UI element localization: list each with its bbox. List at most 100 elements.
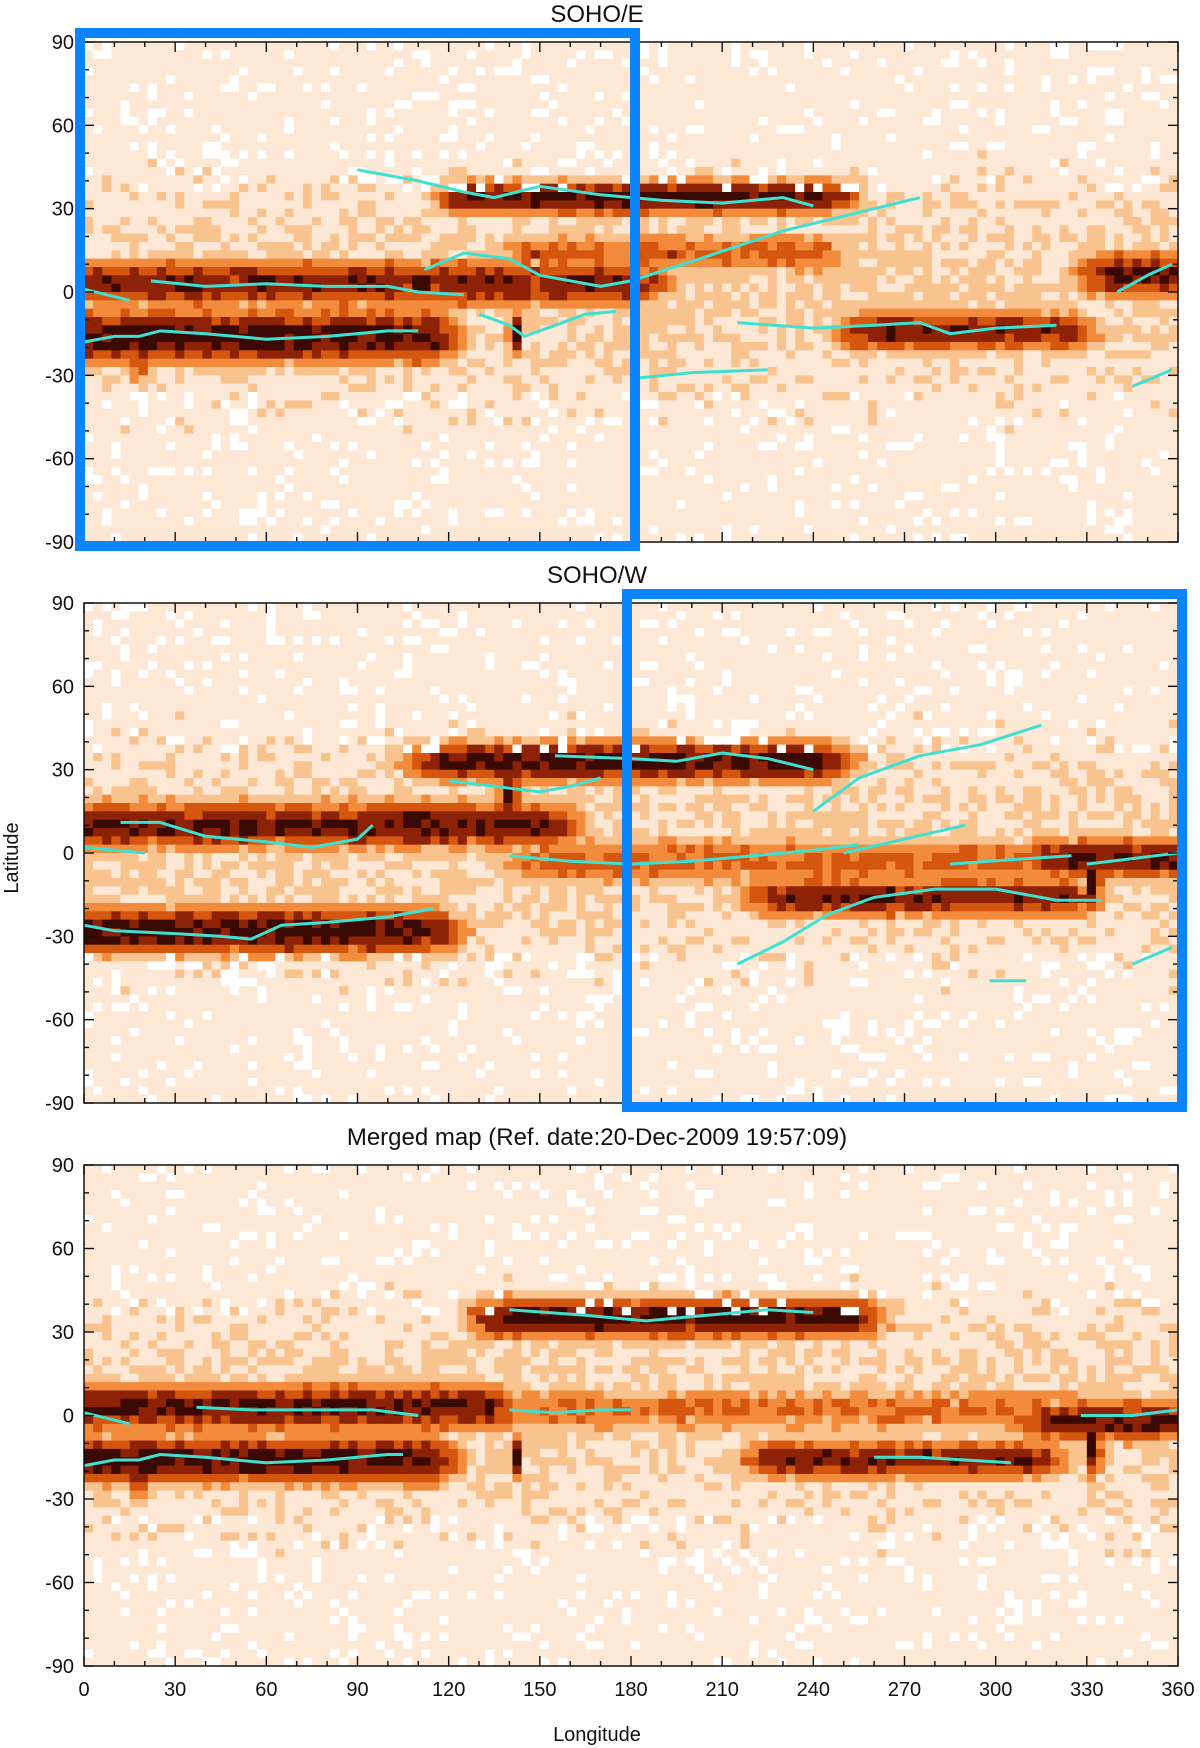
heatmap-cell xyxy=(977,100,987,109)
heatmap-cell xyxy=(585,150,595,159)
heatmap-cell xyxy=(1014,142,1024,151)
heatmap-cell xyxy=(175,375,185,384)
heatmap-cell xyxy=(850,200,860,209)
heatmap-cell xyxy=(868,134,878,143)
heatmap-cell xyxy=(348,67,358,76)
heatmap-cell xyxy=(1059,225,1069,234)
heatmap-cell xyxy=(549,334,559,343)
heatmap-cell xyxy=(895,334,905,343)
heatmap-cell xyxy=(950,350,960,359)
heatmap-cell xyxy=(212,175,222,184)
heatmap-cell xyxy=(1032,267,1042,276)
heatmap-cell xyxy=(303,42,313,51)
heatmap-cell xyxy=(968,209,978,218)
heatmap-cell xyxy=(120,192,130,201)
heatmap-cell xyxy=(139,159,149,168)
heatmap-cell xyxy=(604,367,614,376)
heatmap-cell xyxy=(458,367,468,376)
heatmap-cell xyxy=(476,259,486,268)
heatmap-cell xyxy=(759,59,769,68)
heatmap-cell xyxy=(503,200,513,209)
heatmap-cell xyxy=(1069,117,1079,126)
heatmap-cell xyxy=(1114,209,1124,218)
heatmap-cell xyxy=(941,225,951,234)
heatmap-cell xyxy=(667,234,677,243)
heatmap-cell xyxy=(977,342,987,351)
heatmap-cell xyxy=(759,50,769,59)
heatmap-cell xyxy=(1123,225,1133,234)
heatmap-cell xyxy=(768,250,778,259)
heatmap-cell xyxy=(1096,117,1106,126)
heatmap-cell xyxy=(1114,192,1124,201)
heatmap-cell xyxy=(1023,75,1033,84)
heatmap-cell xyxy=(786,50,796,59)
heatmap-cell xyxy=(923,125,933,134)
heatmap-cell xyxy=(977,125,987,134)
heatmap-cell xyxy=(968,284,978,293)
heatmap-cell xyxy=(221,259,231,268)
heatmap-cell xyxy=(1096,317,1106,326)
heatmap-cell xyxy=(932,100,942,109)
heatmap-cell xyxy=(275,234,285,243)
heatmap-cell xyxy=(658,242,668,251)
heatmap-cell xyxy=(512,242,522,251)
heatmap-cell xyxy=(120,92,130,101)
heatmap-cell xyxy=(895,242,905,251)
heatmap-cell xyxy=(832,42,842,51)
heatmap-cell xyxy=(248,200,258,209)
heatmap-cell xyxy=(421,125,431,134)
heatmap-cell xyxy=(1151,67,1161,76)
heatmap-cell xyxy=(458,217,468,226)
heatmap-cell xyxy=(1169,192,1179,201)
heatmap-cell xyxy=(239,84,249,93)
heatmap-cell xyxy=(239,109,249,118)
heatmap-cell xyxy=(1096,167,1106,176)
heatmap-cell xyxy=(294,267,304,276)
heatmap-cell xyxy=(148,109,158,118)
heatmap-cell xyxy=(367,334,377,343)
heatmap-cell xyxy=(139,175,149,184)
heatmap-cell xyxy=(932,225,942,234)
heatmap-cell xyxy=(950,300,960,309)
heatmap-cell xyxy=(193,200,203,209)
heatmap-cell xyxy=(786,350,796,359)
heatmap-cell xyxy=(604,350,614,359)
heatmap-cell xyxy=(968,125,978,134)
heatmap-cell xyxy=(1114,59,1124,68)
panel-title-merged: Merged map (Ref. date:20-Dec-2009 19:57:… xyxy=(347,1124,847,1151)
heatmap-cell xyxy=(248,175,258,184)
heatmap-cell xyxy=(722,284,732,293)
heatmap-cell xyxy=(193,367,203,376)
heatmap-cell xyxy=(84,109,94,118)
heatmap-cell xyxy=(686,125,696,134)
heatmap-cell xyxy=(285,300,295,309)
heatmap-cell xyxy=(977,367,987,376)
heatmap-cell xyxy=(294,242,304,251)
heatmap-cell xyxy=(1087,59,1097,68)
heatmap-cell xyxy=(841,225,851,234)
heatmap-cell xyxy=(339,259,349,268)
heatmap-cell xyxy=(640,92,650,101)
heatmap-cell xyxy=(731,217,741,226)
heatmap-cell xyxy=(130,84,140,93)
heatmap-cell xyxy=(339,175,349,184)
heatmap-cell xyxy=(503,267,513,276)
heatmap-cell xyxy=(531,309,541,318)
heatmap-cell xyxy=(905,84,915,93)
heatmap-cell xyxy=(987,59,997,68)
heatmap-cell xyxy=(440,67,450,76)
heatmap-cell xyxy=(403,350,413,359)
heatmap-cell xyxy=(886,84,896,93)
heatmap-cell xyxy=(640,67,650,76)
heatmap-cell xyxy=(996,234,1006,243)
heatmap-cell xyxy=(266,59,276,68)
heatmap-cell xyxy=(148,75,158,84)
heatmap-cell xyxy=(193,259,203,268)
heatmap-cell xyxy=(923,109,933,118)
heatmap-cell xyxy=(275,167,285,176)
heatmap-cell xyxy=(786,59,796,68)
heatmap-cell xyxy=(303,67,313,76)
heatmap-cell xyxy=(184,292,194,301)
heatmap-cell xyxy=(348,217,358,226)
heatmap-cell xyxy=(531,259,541,268)
